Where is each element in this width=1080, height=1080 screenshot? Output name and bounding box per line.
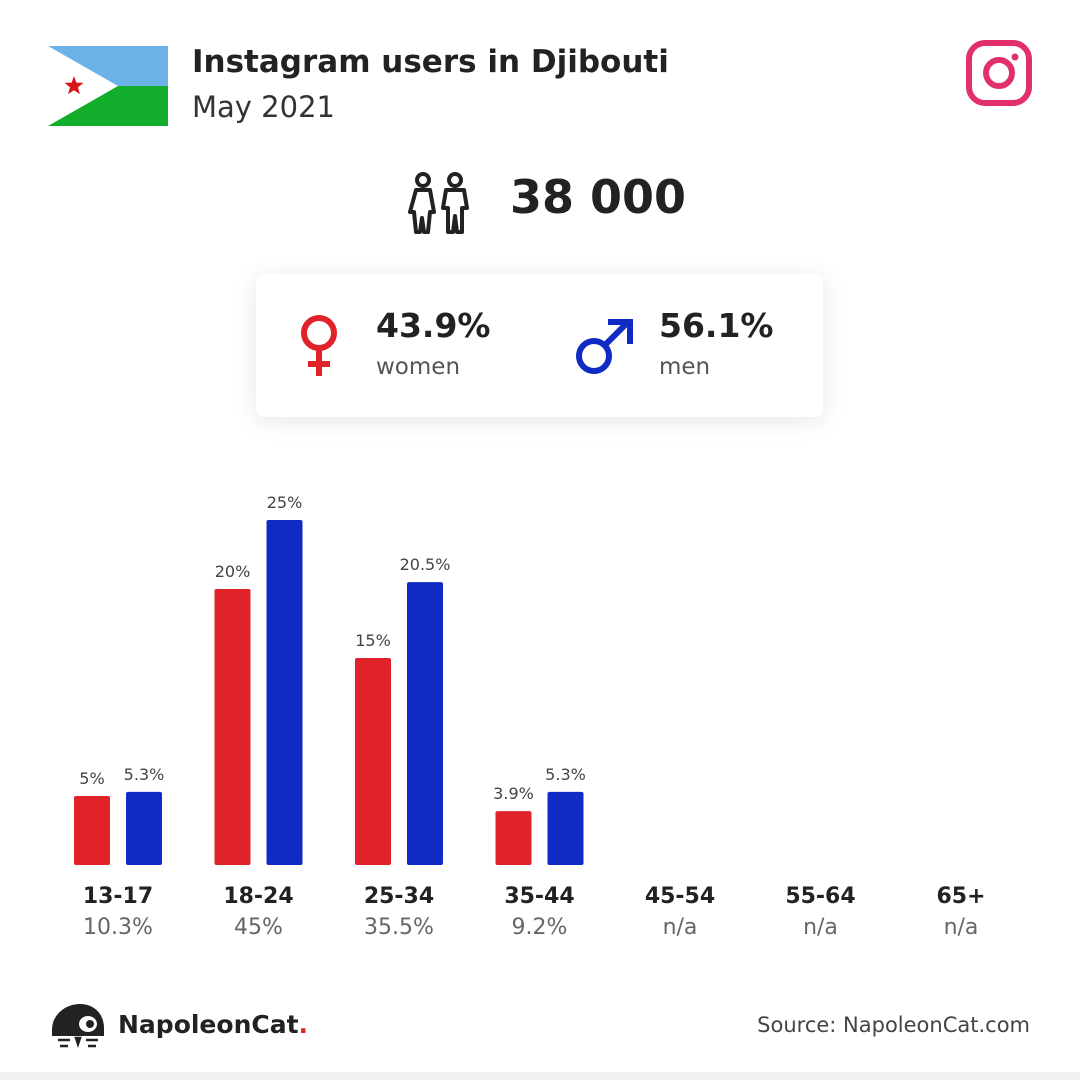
age-group-label: 25-34 (363, 884, 435, 909)
chart-subtitle: May 2021 (192, 90, 335, 124)
age-group-share: n/a (803, 915, 838, 940)
women-bar-13-17 (74, 796, 110, 865)
age-group-label: 45-54 (644, 884, 716, 909)
age-group-share: n/a (662, 915, 698, 940)
age-group-label: 18-24 (223, 884, 294, 909)
women-value-label-35-44: 3.9% (493, 784, 534, 803)
djibouti-flag-icon (48, 46, 168, 126)
men-share-value: 56.1% (659, 306, 774, 345)
men-label: men (659, 354, 711, 380)
women-bar-18-24 (214, 589, 251, 865)
women-share-value: 43.9% (376, 306, 491, 345)
users-icon (408, 172, 469, 234)
age-group-55-64: 55-64 n/a (751, 882, 891, 944)
men-bar-25-34 (407, 582, 443, 865)
age-group-label: 13-17 (82, 884, 154, 909)
age-group-label: 65+ (936, 884, 986, 909)
women-label: women (376, 354, 461, 380)
age-group-35-44: 35-44 9.2% (470, 882, 610, 944)
women-bar-25-34 (355, 658, 391, 865)
age-group-share: 9.2% (511, 915, 568, 940)
men-bar-13-17 (126, 791, 162, 865)
napoleoncat-logo-icon (52, 1004, 104, 1048)
age-group-share: 10.3% (83, 915, 153, 940)
men-value-label-13-17: 5.3% (124, 765, 165, 784)
total-users-value: 38 000 (510, 170, 687, 224)
gender-card: 43.9% women 56.1% men (256, 274, 823, 417)
age-group-label: 55-64 (785, 884, 856, 909)
men-value-label-25-34: 20.5% (400, 555, 451, 574)
age-gender-bar-chart: 5% 5.3% 20% 25% 15% 20.5% 3.9% 5.3% (74, 493, 586, 865)
men-bar-35-44 (547, 791, 584, 865)
men-value-label-35-44: 5.3% (545, 765, 586, 784)
men-bar-18-24 (266, 520, 303, 865)
brand-dot: . (298, 1010, 309, 1039)
age-group-25-34: 25-34 35.5% (329, 882, 469, 944)
men-value-label-18-24: 25% (267, 493, 303, 512)
age-group-45-54: 45-54 n/a (610, 882, 750, 944)
bottom-divider (0, 1072, 1080, 1080)
age-group-13-17: 13-17 10.3% (48, 882, 188, 944)
women-value-label-18-24: 20% (215, 562, 251, 581)
age-group-18-24: 18-24 45% (189, 882, 329, 944)
brand-name: NapoleonCat. (118, 1010, 308, 1039)
women-value-label-13-17: 5% (79, 769, 104, 788)
age-group-label: 35-44 (504, 884, 575, 909)
brand-name-text: NapoleonCat (118, 1010, 299, 1039)
age-group-share: n/a (943, 915, 979, 940)
female-icon (301, 315, 337, 376)
women-bar-35-44 (495, 811, 532, 865)
instagram-icon (966, 40, 1032, 106)
age-group-share: 45% (234, 915, 283, 940)
source-note: Source: NapoleonCat.com (757, 1013, 1030, 1037)
age-group-65+: 65+ n/a (891, 882, 1031, 944)
age-group-share: 35.5% (364, 915, 434, 940)
women-value-label-25-34: 15% (355, 631, 391, 650)
chart-title: Instagram users in Djibouti (192, 44, 669, 80)
male-icon (576, 319, 633, 374)
